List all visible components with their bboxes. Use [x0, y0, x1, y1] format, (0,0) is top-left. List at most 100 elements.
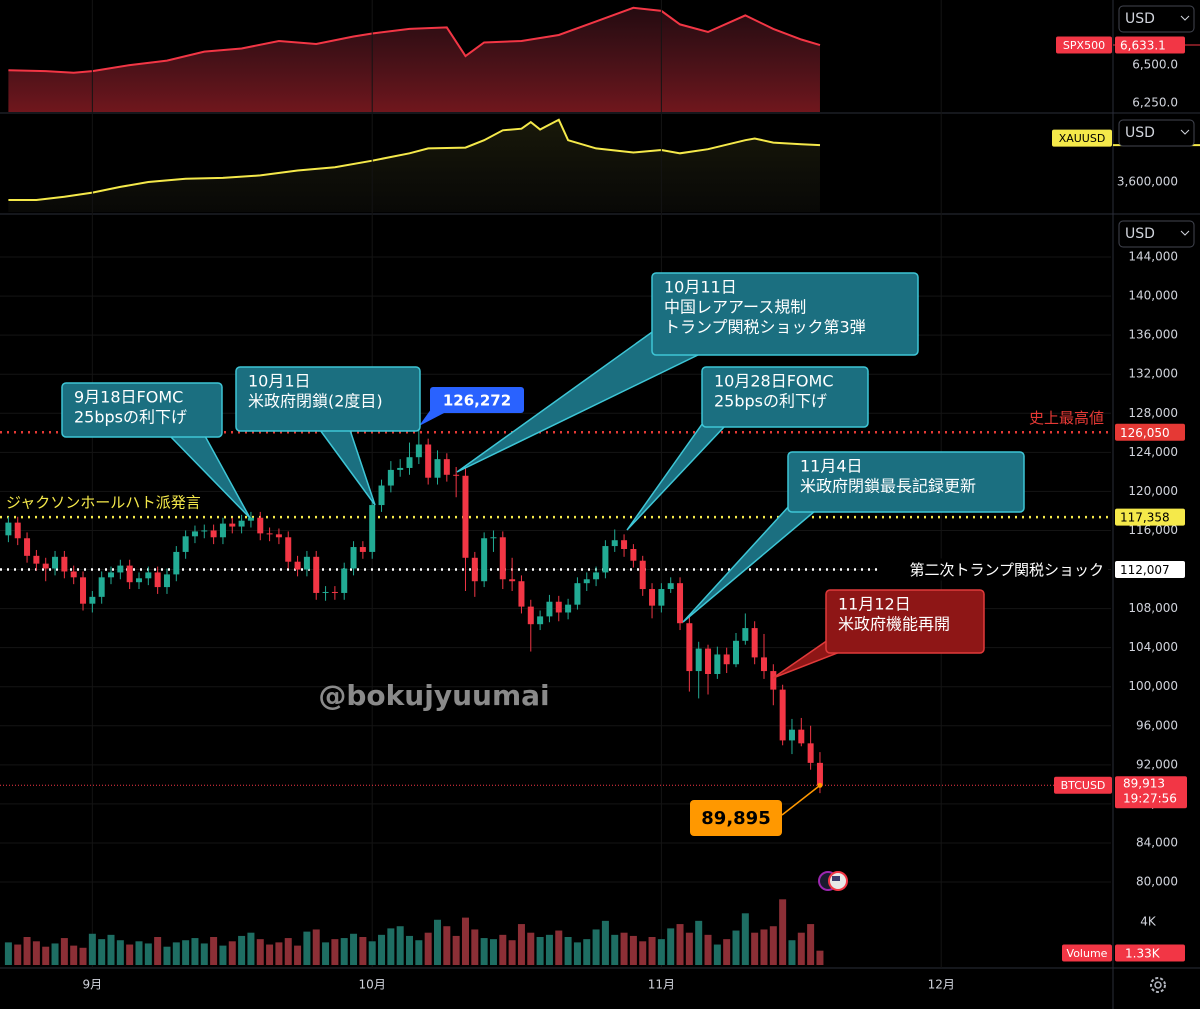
- volume-bar: [639, 941, 647, 965]
- volume-bar: [629, 935, 637, 965]
- volume-bar: [452, 935, 460, 965]
- candle-body: [481, 538, 488, 582]
- annotation-box: [651, 272, 919, 356]
- candle-body: [518, 581, 525, 607]
- volume-bar: [489, 939, 497, 965]
- candle-body: [247, 517, 254, 521]
- volume-bar: [723, 939, 731, 965]
- dropdown-label: USD: [1125, 125, 1155, 141]
- volume-bar: [135, 941, 143, 965]
- event-icons[interactable]: [818, 871, 848, 891]
- candle-body: [490, 537, 497, 539]
- label-box: [1052, 129, 1112, 147]
- candle-body: [453, 474, 460, 476]
- level-name-bg: [878, 558, 1108, 581]
- y-tick-label: 4K: [1140, 914, 1157, 928]
- candle-body: [658, 589, 665, 606]
- candle-body: [378, 485, 385, 506]
- candle-body: [154, 572, 161, 588]
- candle-body: [723, 654, 730, 665]
- volume-bar: [4, 942, 12, 965]
- volume-bar: [42, 946, 50, 965]
- volume-bar: [247, 932, 255, 965]
- candle-body: [788, 729, 795, 741]
- volume-bar: [191, 938, 199, 965]
- y-tick-label: 140,000: [1128, 289, 1178, 303]
- countdown-label: 19:27:56: [1123, 792, 1177, 806]
- candle-body: [210, 530, 217, 538]
- annotation-text: 11月4日: [800, 457, 863, 476]
- volume-bar: [79, 947, 87, 965]
- candle-body: [52, 556, 59, 569]
- y-tick-label: 80,000: [1136, 875, 1178, 889]
- volume-bar: [154, 937, 162, 965]
- dropdown-label: USD: [1125, 11, 1155, 27]
- candle-body: [649, 589, 656, 606]
- annotation-text: 11月12日: [838, 595, 911, 614]
- watermark: @bokujyuumai: [318, 679, 549, 712]
- volume-bar: [415, 940, 423, 965]
- volume-bar: [685, 932, 693, 965]
- y-tick-label: 144,000: [1128, 250, 1178, 264]
- candle-body: [686, 623, 693, 672]
- volume-bar: [163, 946, 171, 965]
- volume-bar: [797, 932, 805, 965]
- candle-body: [350, 547, 357, 569]
- volume-bar: [564, 937, 572, 965]
- candle-body: [387, 469, 394, 486]
- currency-dropdown[interactable]: USD: [1118, 5, 1195, 33]
- currency-dropdown[interactable]: USD: [1118, 220, 1195, 248]
- candle-body: [341, 568, 348, 593]
- volume-bar: [331, 939, 339, 965]
- currency-dropdown[interactable]: USD: [1118, 119, 1195, 147]
- annotation-text: 25bpsの利下げ: [74, 408, 187, 427]
- volume-bar: [303, 931, 311, 965]
- volume-bar: [751, 932, 759, 965]
- volume-bar: [51, 943, 59, 965]
- candle-body: [760, 657, 767, 672]
- area-fill: [8, 7, 821, 112]
- candle-body: [108, 572, 115, 578]
- candle-body: [42, 563, 49, 569]
- volume-bar: [461, 917, 469, 965]
- candle-body: [667, 583, 674, 590]
- label-box: [1115, 423, 1185, 441]
- volume-bar: [312, 929, 320, 965]
- candle-body: [639, 560, 646, 590]
- volume-bar: [695, 920, 703, 965]
- candle-body: [294, 561, 301, 570]
- candle-body: [471, 557, 478, 582]
- y-tick-label: 104,000: [1128, 640, 1178, 654]
- annotation-text: 米政府機能再開: [838, 615, 950, 634]
- candle-body: [397, 467, 404, 470]
- volume-bar: [760, 929, 768, 965]
- volume-bar: [88, 933, 96, 965]
- volume-bar: [667, 928, 675, 965]
- volume-bar: [182, 940, 190, 965]
- y-tick-label: 108,000: [1128, 601, 1178, 615]
- volume-bar: [648, 937, 656, 965]
- annotation-box: [61, 382, 223, 438]
- annotation-text: 10月28日FOMC: [714, 372, 834, 391]
- series-label: XAUUSD: [1059, 132, 1106, 145]
- callout-box: [430, 387, 524, 413]
- volume-bar: [601, 920, 609, 965]
- callout-label: 126,272: [443, 392, 511, 410]
- candle-body: [14, 522, 21, 539]
- annotation-box: [787, 451, 1025, 513]
- volume-bar: [98, 939, 106, 965]
- annotation-box: [825, 589, 985, 654]
- settings-button[interactable]: [1150, 977, 1166, 993]
- volume-bar: [387, 928, 395, 965]
- y-tick-label: 96,000: [1136, 718, 1178, 732]
- candle-body: [163, 574, 170, 588]
- candle-body: [546, 601, 553, 617]
- candle-body: [145, 572, 152, 579]
- volume-bar: [396, 926, 404, 965]
- volume-bar: [322, 942, 330, 965]
- y-tick-label: 132,000: [1128, 367, 1178, 381]
- label-box: [1115, 508, 1185, 526]
